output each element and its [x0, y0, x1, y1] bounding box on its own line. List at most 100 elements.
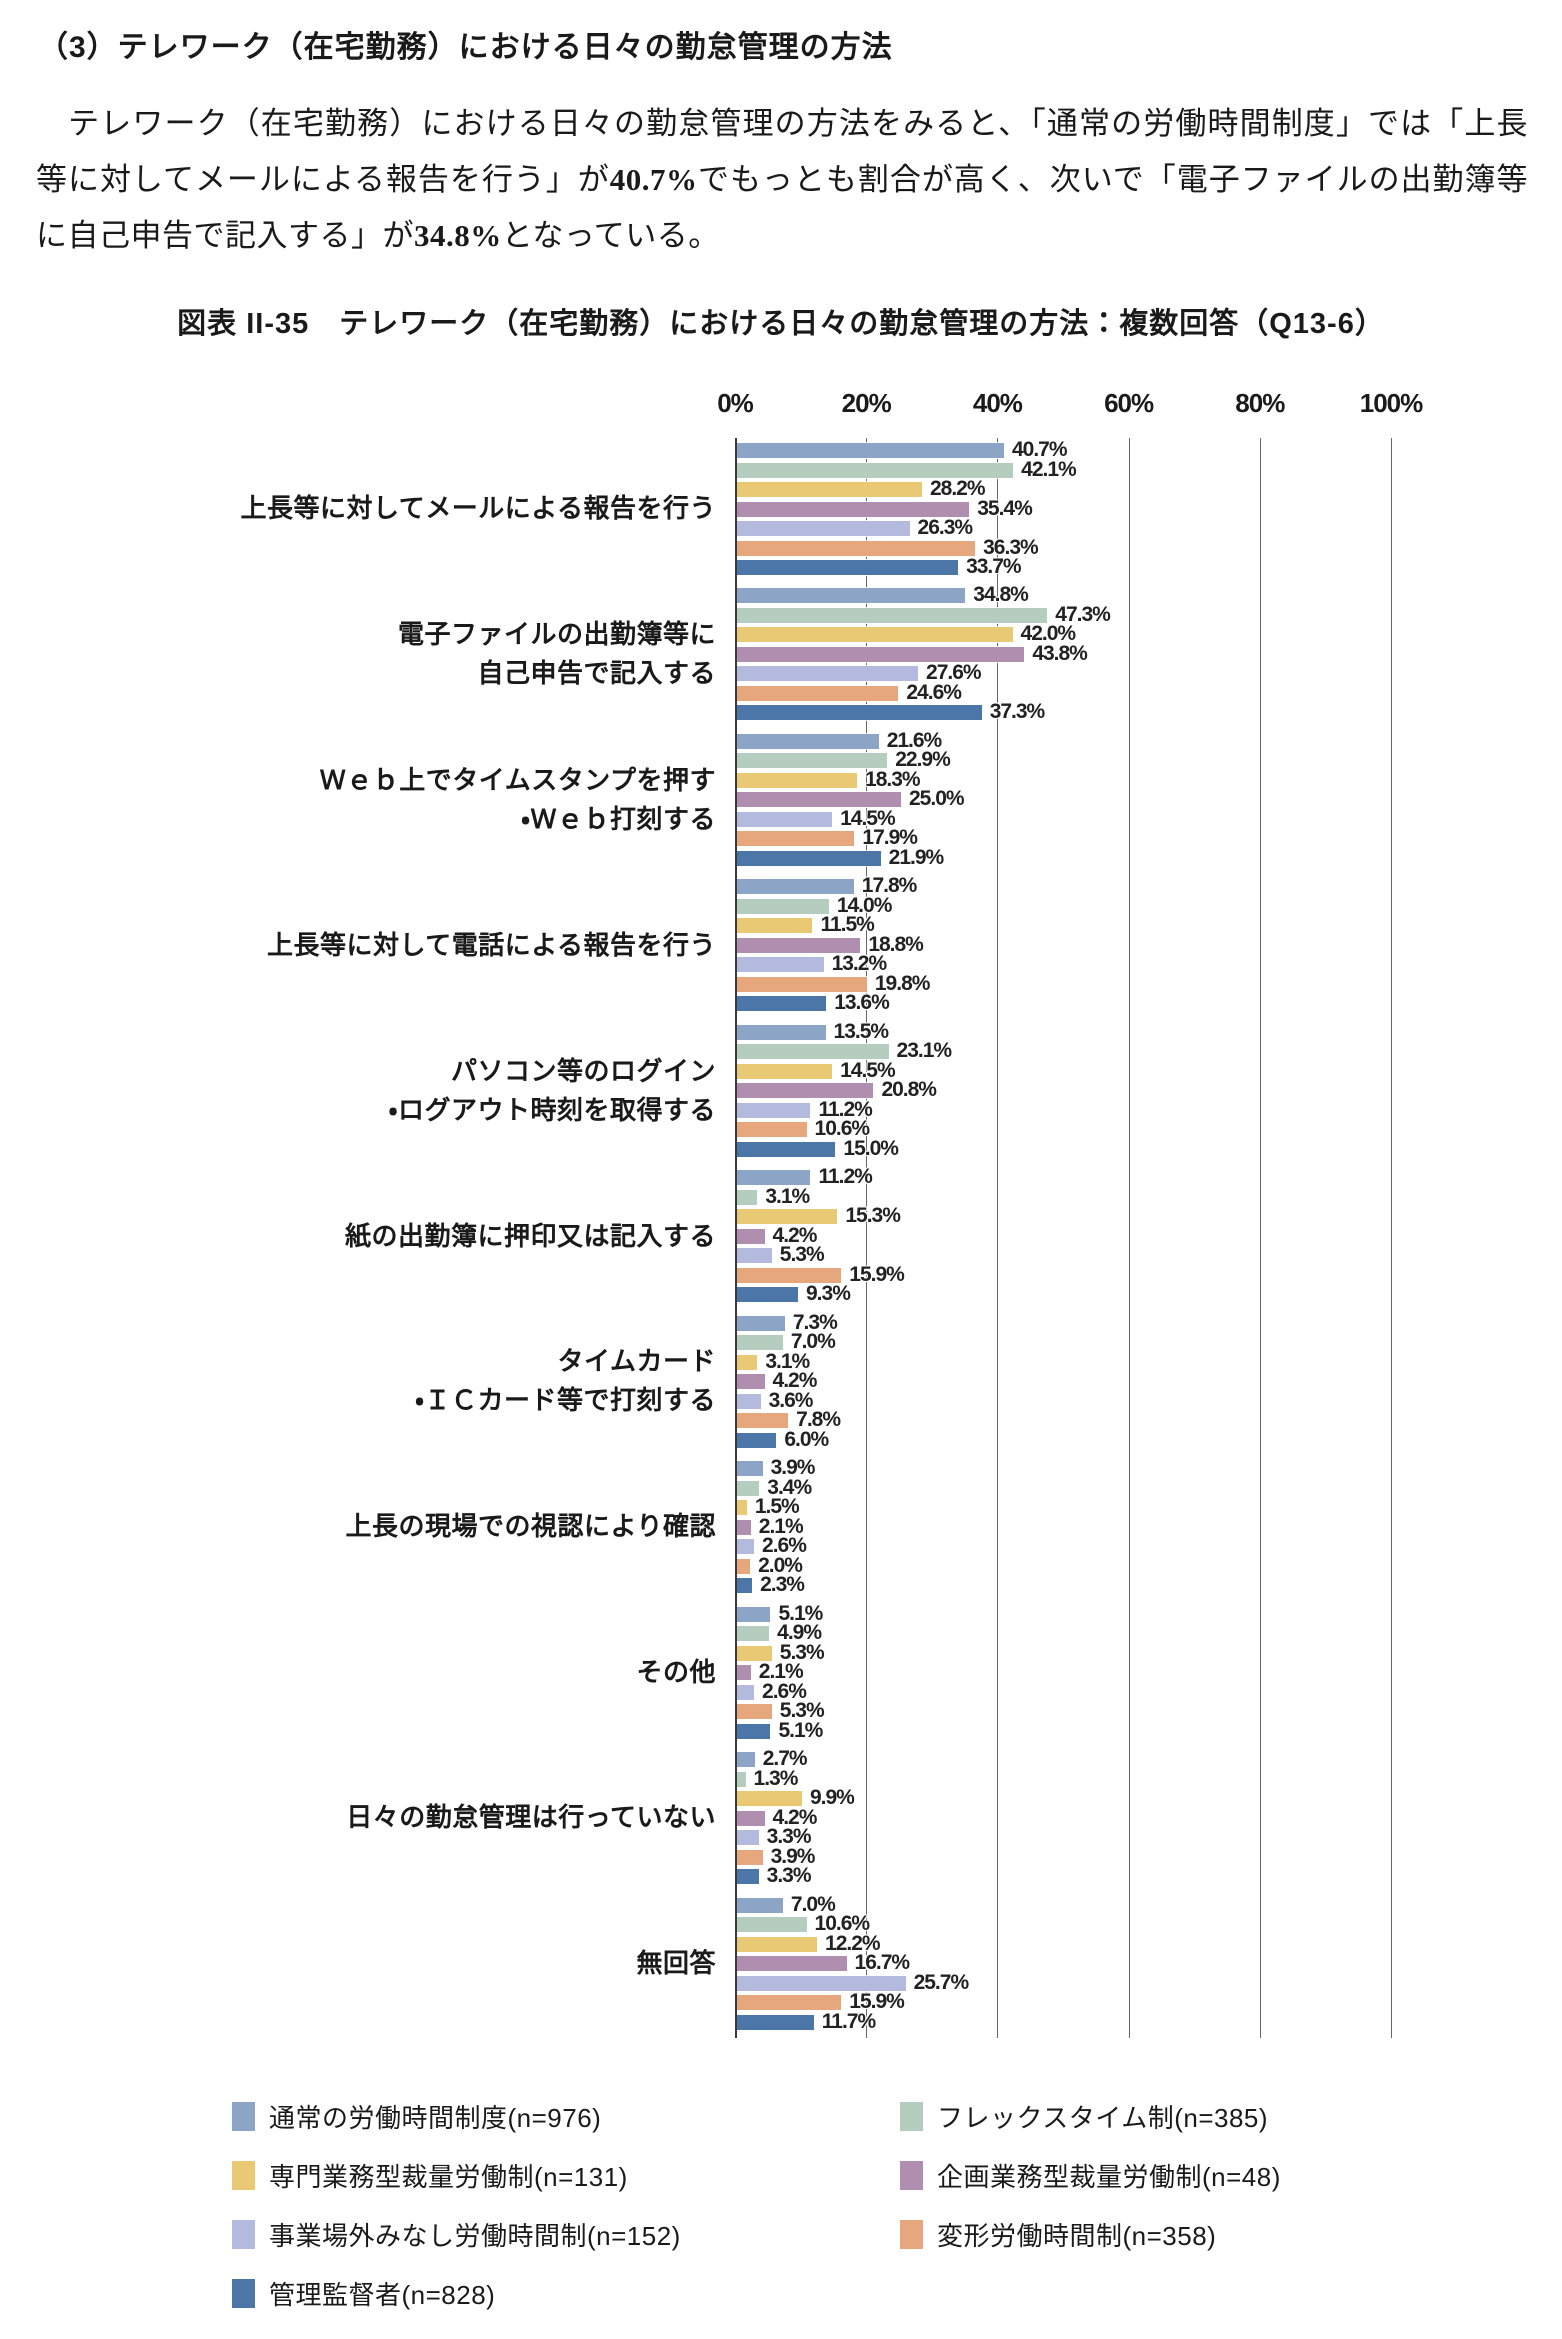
legend-label: 企画業務型裁量労働制(n=48): [937, 2161, 1281, 2192]
bar: [737, 1771, 746, 1787]
figure-title: 図表 II-35 テレワーク（在宅勤務）における日々の勤怠管理の方法：複数回答（…: [177, 308, 1385, 340]
bar-value-label: 34.8%: [973, 583, 1029, 607]
bar: [737, 607, 1048, 623]
bar: [737, 1335, 783, 1351]
legend-item: フレックスタイム制(n=385): [900, 2096, 1268, 2136]
bar-value-label: 21.9%: [888, 845, 945, 869]
gridline-40: [997, 438, 999, 2038]
bar-value-label: 5.3%: [779, 1243, 825, 1267]
category-label: 紙の出勤簿に押印又は記入する: [344, 1220, 716, 1251]
legend-swatch: [900, 2101, 923, 2131]
bar: [737, 1578, 753, 1594]
bar-chart: 0% 20% 40% 60% 80% 100% 上長等に対してメールによる報告を行う 40.7…: [0, 382, 1562, 2042]
bar: [737, 831, 855, 847]
bar-value-label: 10.6%: [814, 1117, 871, 1141]
bar: [737, 1413, 789, 1429]
bar: [737, 1897, 783, 1913]
bar-value-label: 15.0%: [843, 1136, 899, 1160]
bar: [737, 733, 879, 749]
legend-label: 事業場外みなし労働時間制(n=152): [269, 2220, 681, 2251]
bar: [737, 1432, 777, 1448]
bar-value-label: 47.3%: [1055, 602, 1111, 626]
legend-item: 通常の労働時間制度(n=976): [232, 2096, 601, 2136]
bar: [737, 1044, 889, 1060]
x-axis-tick-label: 20%: [841, 388, 892, 418]
legend-swatch: [232, 2219, 255, 2249]
x-axis-tick-label: 60%: [1104, 388, 1154, 418]
bar-value-label: 27.6%: [926, 661, 982, 685]
bar: [737, 1956, 847, 1971]
paragraph-text: でもっとも割合が高く、次いで「電子ファイルの出勤簿等に自己申告で記入する」が: [36, 162, 1528, 253]
bar: [737, 1995, 842, 2010]
bar: [737, 1354, 758, 1370]
bar-value-label: 6.0%: [784, 1427, 829, 1451]
bar: [737, 772, 858, 788]
bar: [737, 462, 1014, 478]
legend-label: 管理監督者(n=828): [269, 2279, 496, 2310]
legend-item: 事業場外みなし労働時間制(n=152): [232, 2214, 681, 2254]
bar-value-label: 13.6%: [834, 991, 890, 1015]
bar-value-label: 3.1%: [765, 1349, 810, 1373]
bar: [737, 1519, 751, 1535]
bar-value-label: 16.7%: [854, 1951, 911, 1974]
bar-value-label: 2.6%: [762, 1534, 807, 1558]
chart-legend: 通常の労働時間制度(n=976) フレックスタイム制(n=385) 専門業務型裁量労…: [0, 2096, 1562, 2336]
bar: [737, 1024, 826, 1040]
bar-value-label: 11.7%: [821, 2009, 876, 2033]
legend-label: 変形労働時間制(n=358): [937, 2220, 1217, 2251]
bar: [737, 1645, 772, 1661]
bar: [737, 918, 813, 934]
paragraph-number: 34.8%: [414, 218, 502, 253]
gridline-20: [866, 438, 868, 2038]
bar-value-label: 13.2%: [831, 952, 888, 976]
bar-value-label: 15.9%: [849, 1990, 905, 2013]
bar: [737, 1791, 802, 1807]
bar-value-label: 4.9%: [777, 1621, 822, 1645]
bar: [737, 1461, 763, 1477]
bar: [737, 1189, 758, 1205]
bar: [737, 1723, 771, 1739]
category-label: 上長等に対してメールによる報告を行う: [240, 493, 716, 524]
bar: [737, 501, 970, 517]
legend-swatch: [900, 2219, 923, 2249]
bar-value-label: 35.4%: [977, 496, 1033, 520]
bar: [737, 1626, 770, 1642]
bar: [737, 1209, 838, 1225]
bar: [737, 560, 959, 575]
bar: [737, 705, 982, 721]
bar: [737, 1228, 765, 1244]
bar: [737, 627, 1013, 643]
legend-swatch: [900, 2160, 923, 2190]
bar-value-label: 14.5%: [840, 1058, 896, 1082]
bar: [737, 976, 867, 992]
bar: [737, 1917, 807, 1932]
bar-value-label: 18.8%: [868, 932, 924, 956]
bar-value-label: 7.3%: [792, 1310, 838, 1334]
bar-value-label: 25.7%: [913, 1970, 970, 1994]
bar-value-label: 37.3%: [989, 700, 1046, 724]
bar: [737, 996, 827, 1012]
bar: [737, 1558, 751, 1574]
body-paragraph: テレワーク（在宅勤務）における日々の勤怠管理の方法をみると、「通常の労働時間制度…: [36, 96, 1528, 264]
bar-value-label: 40.7%: [1011, 438, 1068, 461]
category-label: パソコン等のログイン ・ログアウト時刻を取得する: [388, 1055, 716, 1125]
bar-value-label: 5.1%: [778, 1718, 823, 1742]
bar: [737, 1083, 874, 1099]
bar: [737, 666, 919, 682]
category-label: タイムカード ・ＩＣカード等で打刻する: [415, 1346, 716, 1416]
bar-value-label: 3.9%: [770, 1844, 816, 1868]
paragraph-number: 40.7%: [609, 162, 698, 197]
category-label: 無回答: [636, 1947, 716, 1978]
bar: [737, 1869, 759, 1885]
bar: [737, 937, 861, 953]
bar-value-label: 17.9%: [862, 826, 918, 850]
bar: [737, 1830, 759, 1846]
legend-item: 企画業務型裁量労働制(n=48): [900, 2155, 1281, 2195]
bar-value-label: 9.3%: [806, 1282, 851, 1306]
bar: [737, 1752, 755, 1768]
category-label: 上長等に対して電話による報告を行う: [267, 929, 716, 960]
bar-value-label: 2.6%: [762, 1679, 807, 1703]
legend-item: 変形労働時間制(n=358): [900, 2214, 1216, 2254]
y-axis-line: [735, 438, 737, 2038]
bar-value-label: 3.3%: [766, 1864, 812, 1888]
